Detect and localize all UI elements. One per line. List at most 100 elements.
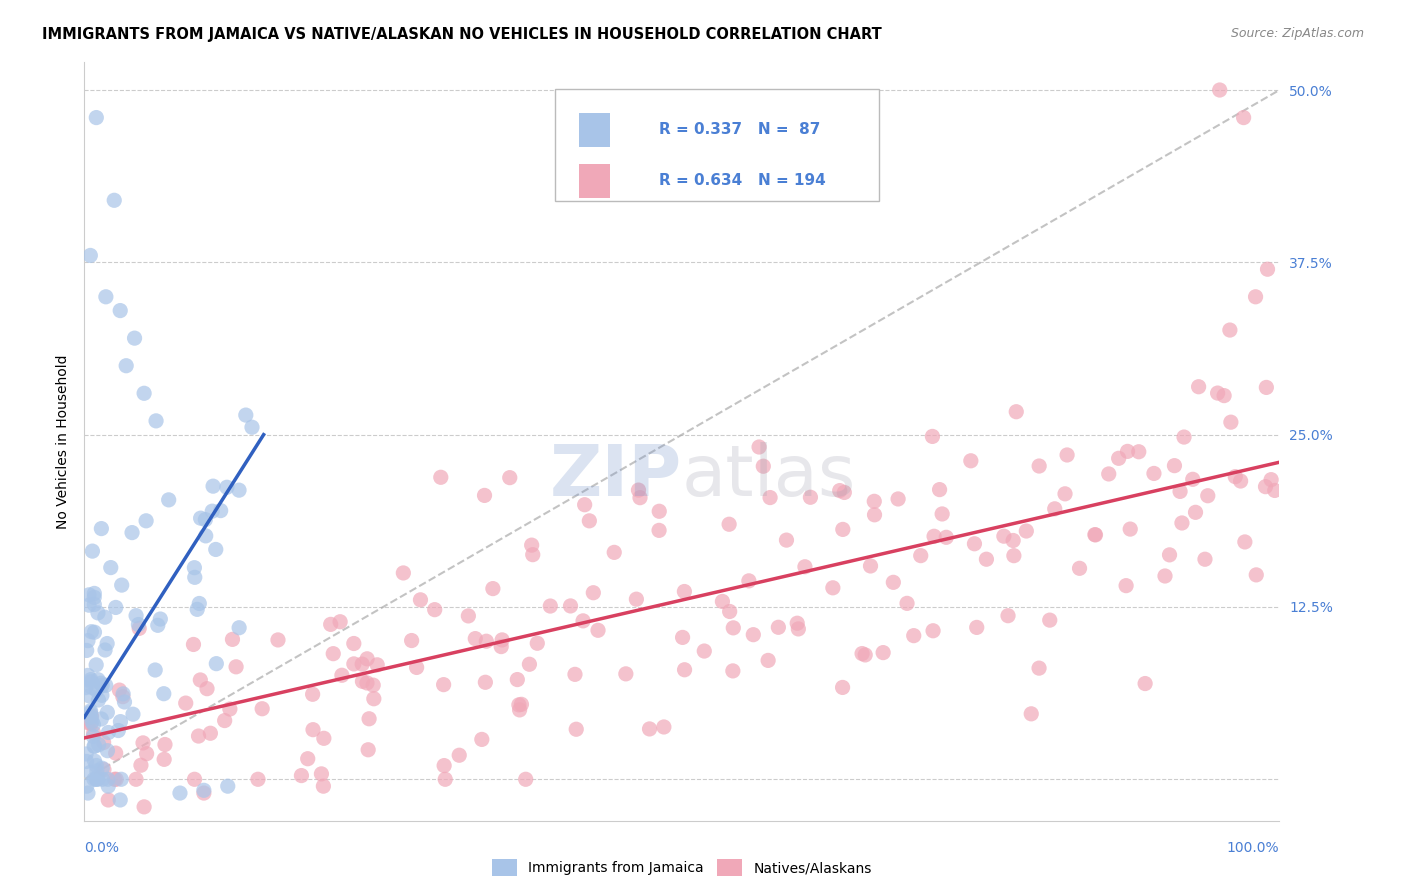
Point [104,600,127,615]
Point [97,772,120,787]
Point [1257,262,1279,277]
Point [853,648,876,662]
Point [91,678,114,692]
Point [83,598,105,612]
Legend: Immigrants from Jamaica, Natives/Alaskans: Immigrants from Jamaica, Natives/Alaskan… [486,854,877,882]
Point [673,584,696,599]
Point [433,678,456,692]
Point [83,625,105,640]
Point [423,602,446,616]
Point [201,504,224,518]
Point [86,772,108,787]
Point [482,582,505,596]
Point [110,714,132,729]
Point [80,710,103,724]
Point [449,748,471,763]
Point [1039,613,1062,627]
Point [1056,448,1078,462]
Point [1143,467,1166,481]
Point [997,608,1019,623]
Point [94,290,117,304]
Point [77,786,100,800]
Point [250,702,273,716]
Point [79,706,101,720]
Point [828,483,851,498]
Point [312,731,335,746]
Point [1256,380,1278,394]
Point [105,772,128,787]
Point [90,522,112,536]
Point [759,491,782,505]
Point [94,643,117,657]
Point [107,723,129,738]
Point [652,720,675,734]
Point [221,632,243,647]
Point [768,620,790,634]
Point [359,712,381,726]
Point [519,657,541,672]
Text: 0.0%: 0.0% [84,841,120,855]
Point [586,624,609,638]
Point [627,483,650,497]
Point [200,726,222,740]
Point [84,657,107,672]
Point [491,632,513,647]
Point [94,678,117,692]
Point [831,681,853,695]
Point [1053,487,1076,501]
Point [214,714,236,728]
Point [1115,579,1137,593]
Point [1084,527,1107,541]
Point [225,660,247,674]
Point [851,647,873,661]
Point [887,491,910,506]
Point [149,612,172,626]
Point [896,596,918,610]
Point [83,754,105,768]
Point [457,608,479,623]
Point [489,640,512,654]
Point [100,560,122,574]
Point [648,504,671,518]
Point [215,480,238,494]
Point [209,503,232,517]
Point [218,702,240,716]
Point [77,633,100,648]
Point [522,548,544,562]
Point [863,494,886,508]
Point [356,652,378,666]
Point [711,594,734,608]
Point [882,575,904,590]
Point [183,637,205,651]
Point [464,632,486,646]
Point [112,687,135,701]
Point [86,772,108,786]
Point [121,525,143,540]
Point [80,681,103,695]
Point [240,420,263,434]
Point [93,735,115,749]
Text: R = 0.337   N =  87: R = 0.337 N = 87 [659,122,821,137]
Point [863,508,886,522]
Point [718,517,741,532]
Point [1264,483,1286,498]
Point [103,194,125,208]
Point [77,598,100,612]
Point [526,636,548,650]
Point [928,483,950,497]
Point [86,758,108,772]
Point [921,429,943,443]
Point [509,703,531,717]
Point [475,634,498,648]
Point [193,783,215,797]
Point [94,610,117,624]
Point [1194,552,1216,566]
Point [718,605,741,619]
Point [183,772,205,787]
Point [1108,451,1130,466]
Point [80,624,103,639]
Point [152,687,174,701]
Point [499,470,522,484]
Point [205,657,228,671]
Point [202,479,225,493]
